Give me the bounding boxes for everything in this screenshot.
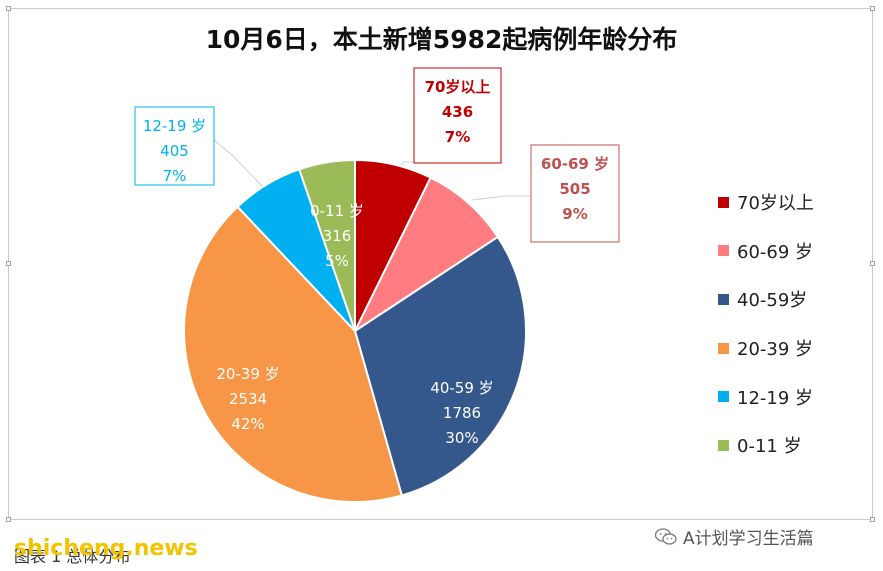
legend-item: 70岁以上: [718, 178, 868, 227]
legend-swatch: [718, 439, 729, 451]
data-label-value: 2534: [229, 390, 267, 408]
legend-label: 60-69 岁: [737, 241, 814, 263]
resize-handle-left[interactable]: [6, 261, 11, 266]
data-label-value: 436: [442, 103, 473, 121]
data-label-category: 0-11 岁: [310, 202, 364, 220]
data-label-percent: 7%: [445, 128, 470, 146]
legend-swatch: [718, 342, 729, 354]
figure-caption: 图表 1 总体分布: [14, 547, 131, 566]
legend-item: 60-69 岁: [718, 227, 868, 276]
resize-handle-right[interactable]: [870, 261, 875, 266]
data-label-box: [413, 67, 502, 164]
chart-title: 10月6日，本土新增5982起病例年龄分布: [205, 25, 678, 54]
legend-swatch: [718, 293, 729, 305]
wechat-icon: [654, 527, 677, 546]
data-label-percent: 7%: [163, 167, 187, 185]
data-label-value: 405: [160, 142, 189, 160]
data-label-box: [134, 106, 215, 186]
pie-slice: [183, 205, 404, 503]
data-label-percent: 30%: [445, 429, 478, 447]
brand-label: A计划学习生活篇: [683, 529, 814, 549]
resize-handle-bottom-left[interactable]: [6, 517, 11, 522]
legend-label: 20-39 岁: [737, 339, 814, 361]
legend-label: 40-59岁: [737, 290, 808, 312]
data-label-category: 70岁以上: [425, 78, 491, 96]
data-label-box: [530, 144, 620, 243]
data-label-percent: 9%: [562, 205, 587, 223]
legend-label: 70岁以上: [737, 193, 814, 215]
data-label-value: 316: [323, 227, 352, 245]
leader-line: [471, 195, 531, 201]
data-label-value: 505: [559, 180, 590, 198]
data-label-percent: 42%: [231, 415, 264, 433]
data-label-category: 12-19 岁: [143, 117, 206, 135]
data-label-category: 20-39 岁: [216, 365, 279, 383]
pie-slice: [352, 176, 500, 334]
data-label-value: 1786: [443, 404, 481, 422]
data-label-percent: 5%: [325, 252, 349, 270]
pie-slice: [298, 158, 356, 332]
legend-swatch: [718, 391, 729, 403]
legend-swatch: [718, 245, 729, 257]
legend-item: 0-11 岁: [718, 421, 868, 470]
resize-handle-top-right[interactable]: [870, 6, 875, 11]
legend-item: 20-39 岁: [718, 324, 868, 373]
watermark-text: shicheng.news: [14, 536, 198, 561]
chart-legend: 70岁以上 60-69 岁 40-59岁 20-39 岁 12-19 岁 0-11 岁: [718, 178, 868, 470]
legend-label: 12-19 岁: [737, 387, 814, 409]
legend-label: 0-11 岁: [737, 436, 802, 458]
data-label-category: 60-69 岁: [541, 155, 609, 173]
legend-item: 40-59岁: [718, 275, 868, 324]
leader-line: [213, 139, 267, 191]
resize-handle-bottom-right[interactable]: [870, 517, 875, 522]
resize-handle-top-left[interactable]: [6, 6, 11, 11]
pie-slice: [353, 235, 527, 497]
legend-swatch: [718, 196, 729, 208]
data-label-category: 40-59 岁: [430, 379, 493, 397]
brand-credit: A计划学习生活篇: [654, 524, 814, 549]
legend-item: 12-19 岁: [718, 372, 868, 421]
